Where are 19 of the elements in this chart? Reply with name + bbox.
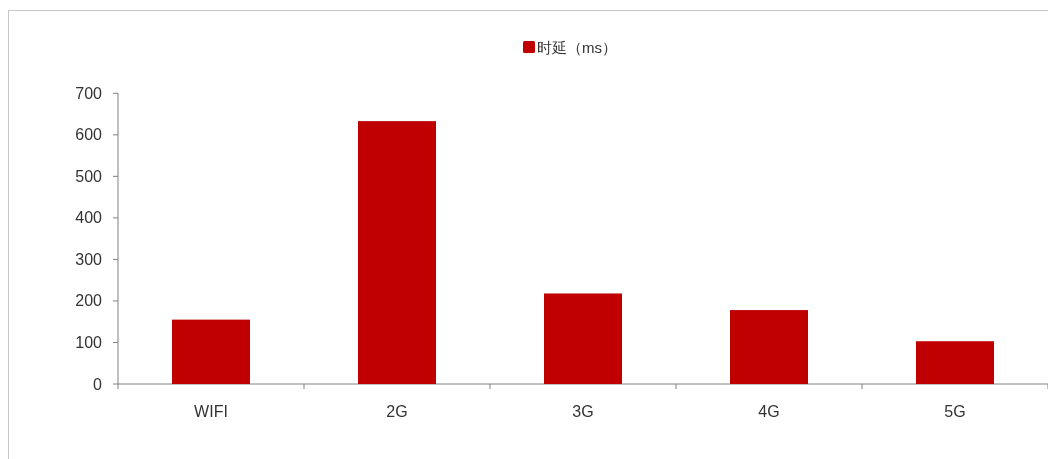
x-tick-label: 5G <box>944 403 966 420</box>
y-tick-label: 100 <box>75 333 103 351</box>
bar <box>916 341 994 384</box>
bar <box>358 121 436 384</box>
x-tick-label: WIFI <box>194 403 228 420</box>
legend: 时延（ms） <box>523 38 617 56</box>
bar <box>544 293 622 384</box>
y-tick-label: 500 <box>75 167 103 185</box>
y-tick-label: 200 <box>75 292 103 310</box>
x-tick-label: 4G <box>758 403 780 420</box>
x-tick-label: 2G <box>386 403 408 420</box>
y-tick-label: 0 <box>93 375 103 393</box>
y-tick-label: 600 <box>75 126 103 144</box>
bar <box>172 319 250 384</box>
y-tick-label: 700 <box>75 84 103 102</box>
y-tick-label: 300 <box>75 250 103 268</box>
x-tick-label: 3G <box>572 403 594 420</box>
bar <box>730 310 808 384</box>
y-tick-label: 400 <box>75 209 103 227</box>
